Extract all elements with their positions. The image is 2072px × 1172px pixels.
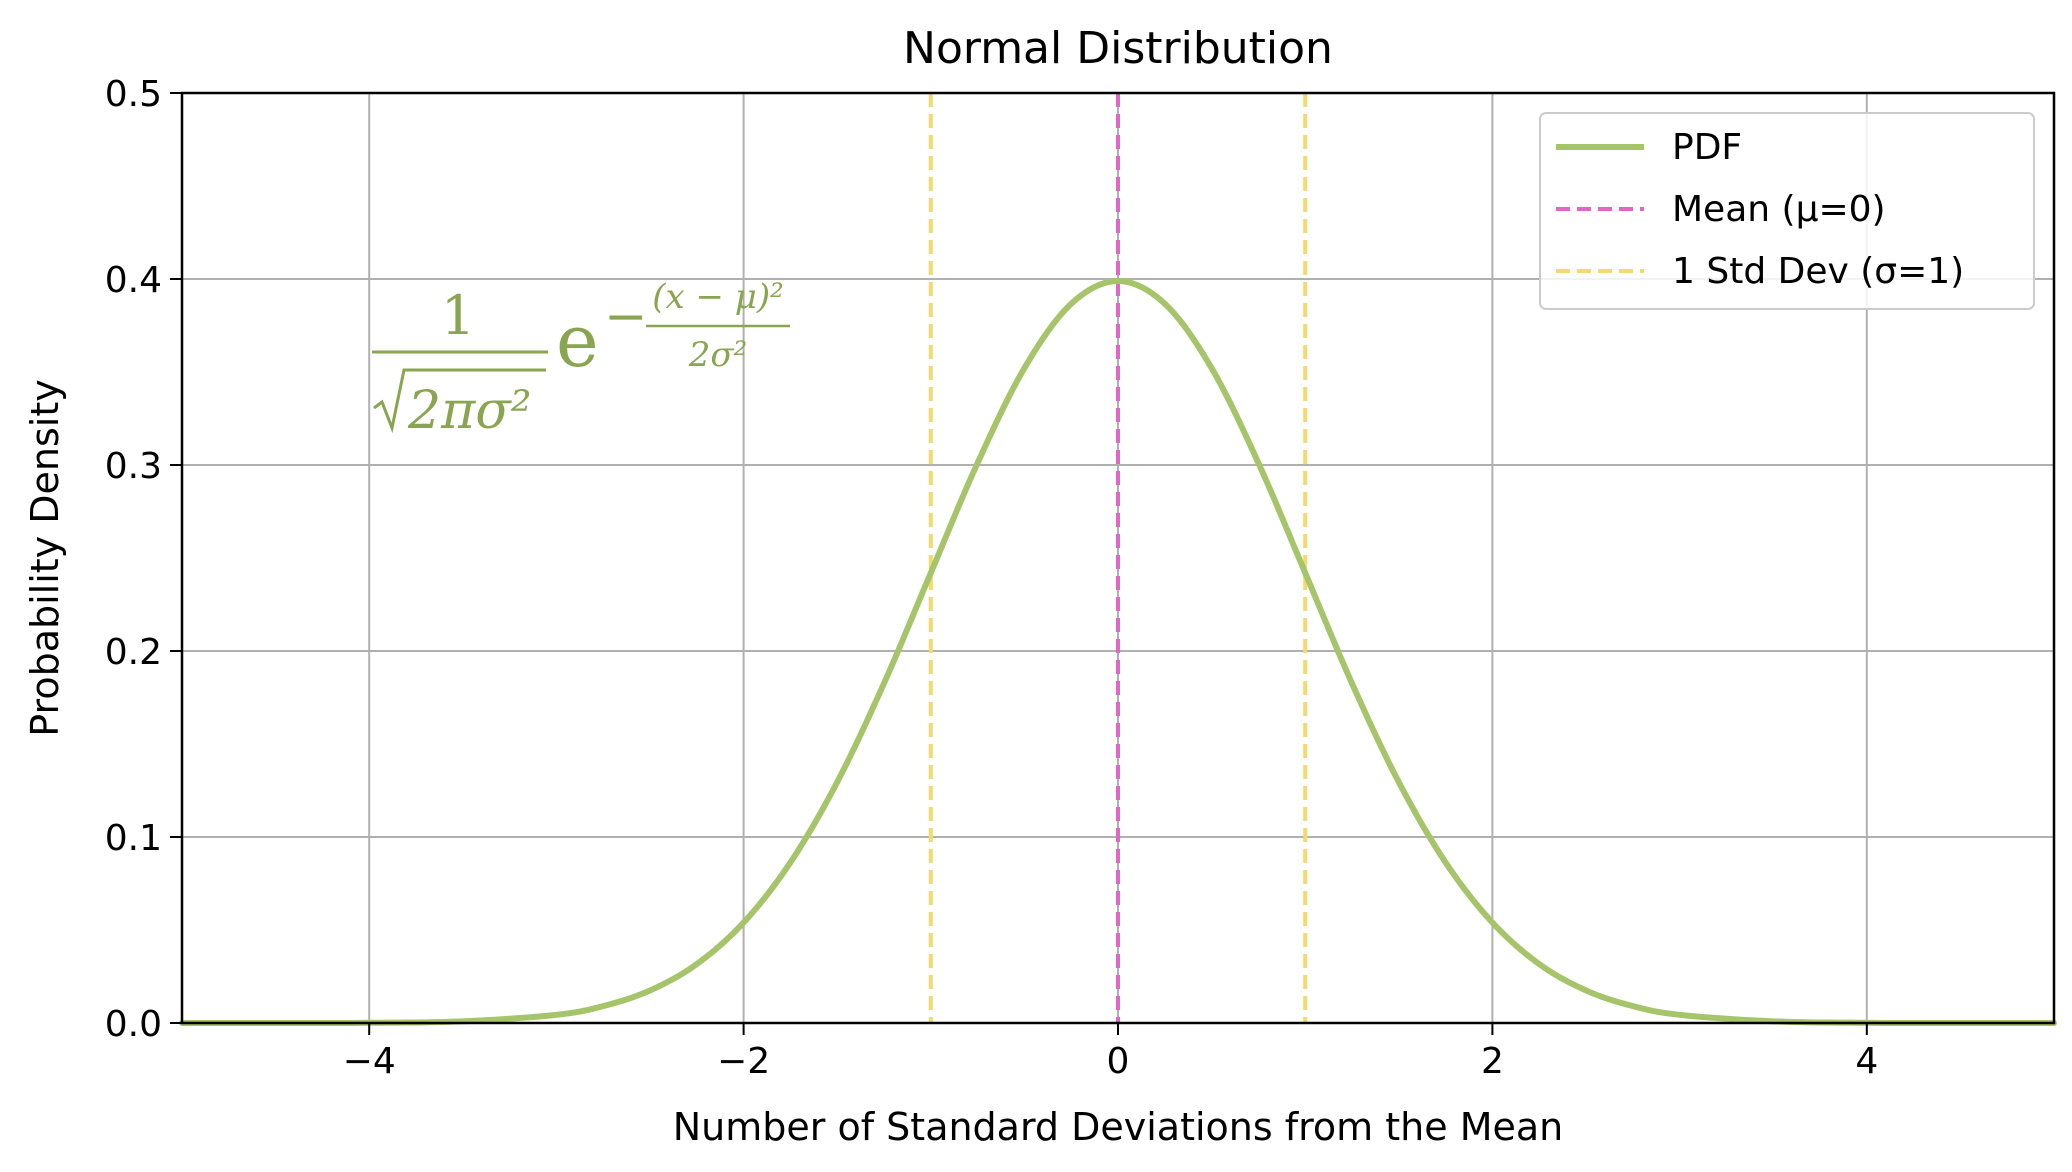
formula-sqrt-sign xyxy=(373,368,546,434)
formula-base: e xyxy=(556,299,599,383)
chart-title: Normal Distribution xyxy=(903,23,1333,74)
y-tick-label: 0.0 xyxy=(105,1004,162,1045)
y-tick-label: 0.1 xyxy=(105,818,162,859)
data-series xyxy=(179,278,2057,1026)
x-tick-label: 0 xyxy=(1107,1041,1130,1082)
legend-label: Mean (μ=0) xyxy=(1672,189,1886,230)
y-tick-label: 0.2 xyxy=(105,632,162,673)
pdf-curve xyxy=(179,278,2057,1026)
y-tick-label: 0.4 xyxy=(105,260,162,301)
x-axis-ticks: −4 −2 0 2 4 xyxy=(343,1023,1878,1082)
reference-lines xyxy=(928,93,1308,1023)
legend: PDF Mean (μ=0) 1 Std Dev (σ=1) xyxy=(1539,112,2035,310)
legend-box xyxy=(1539,112,2035,310)
y-axis-ticks: 0.0 0.1 0.2 0.3 0.4 0.5 xyxy=(105,74,182,1045)
legend-label: 1 Std Dev (σ=1) xyxy=(1672,251,1964,292)
formula-exp-sign: − xyxy=(604,287,648,347)
formula-denominator: 2πσ² xyxy=(407,381,532,441)
formula-numerator: 1 xyxy=(441,284,475,347)
x-tick-label: −2 xyxy=(717,1041,770,1082)
x-tick-label: 2 xyxy=(1481,1041,1504,1082)
x-axis-label: Number of Standard Deviations from the M… xyxy=(673,1105,1564,1149)
legend-label: PDF xyxy=(1672,127,1742,168)
y-axis-label: Probability Density xyxy=(23,379,67,736)
x-tick-label: 4 xyxy=(1855,1041,1878,1082)
y-tick-label: 0.5 xyxy=(105,74,162,115)
y-tick-label: 0.3 xyxy=(105,446,162,487)
formula-exp-denominator: 2σ² xyxy=(688,335,747,375)
x-tick-label: −4 xyxy=(343,1041,396,1082)
formula-exp-numerator: (x − μ)² xyxy=(652,277,784,317)
pdf-formula-annotation: 1 2πσ² e − (x − μ)² 2σ² xyxy=(372,277,790,441)
